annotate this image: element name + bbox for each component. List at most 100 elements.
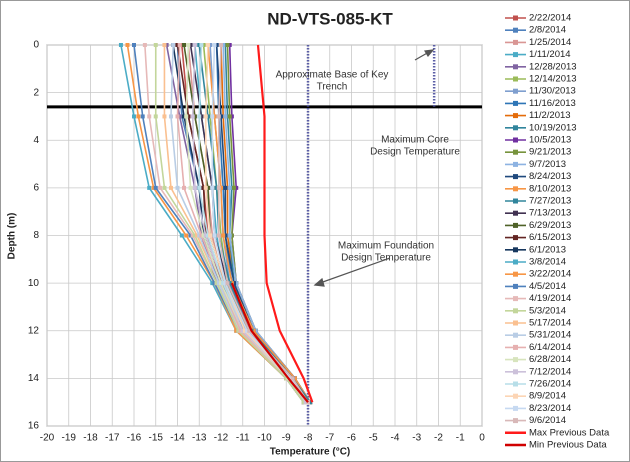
- legend-marker: [513, 271, 518, 277]
- x-tick-label: -11: [236, 433, 250, 444]
- annotation: Maximum Foundation: [338, 241, 434, 252]
- legend-marker: [513, 113, 518, 119]
- point: [221, 114, 226, 119]
- x-tick-label: -12: [214, 433, 229, 444]
- point: [210, 281, 215, 286]
- legend-label: 10/19/2013: [529, 122, 577, 133]
- point: [232, 185, 237, 190]
- point: [214, 185, 219, 190]
- point: [132, 43, 136, 47]
- arrow: [319, 257, 391, 284]
- x-tick-label: -10: [257, 433, 272, 444]
- point: [203, 185, 208, 190]
- point: [234, 185, 239, 190]
- point: [219, 114, 223, 119]
- legend-marker: [513, 137, 518, 143]
- legend-label: 11/16/2013: [529, 98, 576, 109]
- point: [153, 43, 158, 47]
- legend-marker: [513, 15, 518, 21]
- x-tick-label: -4: [391, 433, 400, 444]
- point: [147, 185, 152, 190]
- point: [308, 400, 313, 405]
- point: [197, 43, 202, 47]
- point: [184, 114, 189, 119]
- legend-marker: [513, 259, 518, 265]
- point: [177, 43, 182, 47]
- point: [199, 233, 204, 238]
- annotation: Trench: [317, 82, 348, 93]
- legend-marker: [513, 381, 518, 387]
- legend-label: 5/3/2014: [529, 305, 566, 316]
- point: [153, 185, 158, 190]
- point: [182, 114, 187, 119]
- point: [210, 114, 215, 119]
- legend-label: Max Previous Data: [529, 427, 610, 438]
- point: [284, 376, 289, 381]
- legend-marker: [513, 39, 518, 45]
- annotation: Maximum Core: [381, 135, 449, 146]
- point: [223, 114, 228, 119]
- point: [253, 328, 258, 333]
- point: [212, 281, 217, 286]
- point: [251, 328, 256, 333]
- legend-marker: [513, 222, 518, 228]
- legend-label: 6/1/2013: [529, 244, 566, 255]
- arrow-head: [424, 49, 435, 58]
- point: [136, 114, 141, 119]
- legend-label: 6/15/2013: [529, 232, 571, 243]
- point: [221, 233, 226, 238]
- point: [214, 43, 219, 47]
- x-tick-label: -6: [347, 433, 356, 444]
- legend-marker: [513, 344, 518, 350]
- annotation: Design Temperature: [341, 253, 431, 264]
- point: [227, 233, 232, 238]
- point: [168, 185, 173, 190]
- point: [197, 114, 202, 119]
- point: [203, 233, 208, 238]
- x-tick-label: -19: [62, 433, 77, 444]
- y-tick-label: 6: [33, 183, 39, 194]
- point: [205, 185, 210, 190]
- legend-label: 2/22/2014: [529, 13, 571, 24]
- chart-title: ND-VTS-085-KT: [267, 9, 393, 28]
- point: [288, 376, 293, 381]
- x-tick-label: 0: [479, 433, 485, 444]
- point: [199, 43, 204, 47]
- point: [201, 185, 206, 190]
- point: [303, 400, 308, 405]
- point: [188, 43, 193, 47]
- legend-marker: [513, 125, 518, 131]
- legend-label: 11/30/2013: [529, 86, 576, 97]
- y-tick-label: 14: [28, 373, 40, 384]
- series-line: [207, 44, 311, 403]
- point: [232, 281, 237, 286]
- series-line: [230, 282, 309, 403]
- point: [164, 43, 169, 47]
- legend-label: 2/8/2014: [529, 25, 566, 36]
- x-tick-label: -9: [282, 433, 291, 444]
- point: [225, 233, 230, 238]
- point: [225, 43, 230, 47]
- point: [201, 43, 206, 47]
- annotation-arrows: [313, 49, 435, 287]
- point: [214, 281, 219, 286]
- point: [171, 43, 176, 47]
- legend-marker: [513, 186, 518, 192]
- series-line: [154, 45, 305, 403]
- point: [212, 43, 217, 47]
- x-tick-label: -8: [304, 433, 313, 444]
- x-tick-label: -15: [149, 433, 164, 444]
- legend-label: 5/31/2014: [529, 330, 571, 341]
- legend-marker: [513, 296, 518, 302]
- x-tick-label: -1: [456, 433, 465, 444]
- y-tick-label: 2: [33, 87, 39, 98]
- series-line: [185, 44, 307, 403]
- legend-label: Min Previous Data: [529, 440, 607, 451]
- y-axis-title: Depth (m): [7, 213, 18, 260]
- y-tick-label: 4: [33, 135, 39, 146]
- point: [203, 114, 208, 119]
- legend-label: 8/24/2013: [529, 171, 571, 182]
- x-tick-label: -20: [40, 433, 55, 444]
- point: [190, 114, 195, 119]
